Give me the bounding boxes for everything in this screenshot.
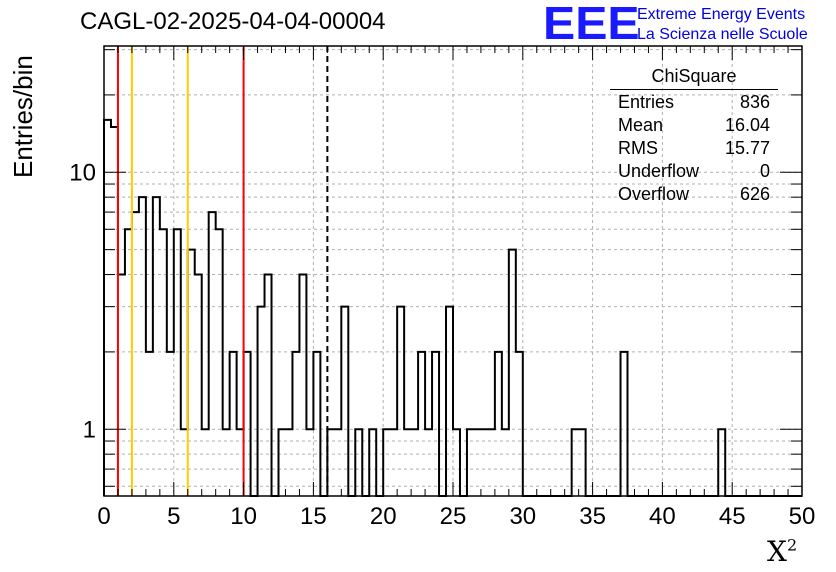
x-tick-label: 0 bbox=[97, 503, 110, 530]
x-tick-label: 45 bbox=[719, 503, 746, 530]
stats-value: 0 bbox=[759, 161, 770, 181]
chart-title: CAGL-02-2025-04-04-00004 bbox=[80, 8, 386, 35]
stats-label: Mean bbox=[618, 115, 664, 135]
stats-value: 626 bbox=[739, 184, 770, 204]
x-axis-label-sup: 2 bbox=[786, 535, 798, 555]
logo-line2: La Scienza nelle Scuole bbox=[637, 26, 808, 43]
x-tick-label: 30 bbox=[509, 503, 536, 530]
x-axis-label: X2 bbox=[767, 535, 797, 568]
y-tick-label: 1 bbox=[83, 416, 96, 443]
stats-label: Overflow bbox=[618, 184, 690, 204]
eee-logo: EEE bbox=[543, 0, 640, 49]
x-tick-label: 40 bbox=[649, 503, 676, 530]
x-tick-label: 10 bbox=[230, 503, 257, 530]
y-tick-label: 10 bbox=[69, 159, 96, 186]
stats-value: 15.77 bbox=[724, 138, 770, 158]
y-axis-label: Entries/bin bbox=[8, 55, 38, 178]
x-tick-label: 35 bbox=[579, 503, 606, 530]
stats-row: Underflow 0 bbox=[610, 160, 778, 183]
x-tick-label: 25 bbox=[440, 503, 467, 530]
x-tick-label: 20 bbox=[370, 503, 397, 530]
stats-label: Underflow bbox=[618, 161, 700, 181]
stats-row: Overflow 626 bbox=[610, 183, 778, 206]
stats-box: ChiSquare Entries 836 Mean 16.04 RMS 15.77 … bbox=[610, 66, 778, 206]
stats-row: Mean 16.04 bbox=[610, 114, 778, 137]
stats-name: ChiSquare bbox=[610, 66, 778, 90]
stats-row: Entries 836 bbox=[610, 91, 778, 114]
stats-label: Entries bbox=[618, 92, 675, 112]
stats-value: 16.04 bbox=[724, 115, 770, 135]
x-tick-label: 50 bbox=[789, 503, 816, 530]
logo-line1: Extreme Energy Events bbox=[637, 6, 806, 23]
stats-label: RMS bbox=[618, 138, 658, 158]
x-axis-label-base: X bbox=[767, 535, 787, 568]
stats-value: 836 bbox=[739, 92, 770, 112]
stats-row: RMS 15.77 bbox=[610, 137, 778, 160]
x-tick-label: 15 bbox=[300, 503, 327, 530]
x-tick-label: 5 bbox=[167, 503, 180, 530]
